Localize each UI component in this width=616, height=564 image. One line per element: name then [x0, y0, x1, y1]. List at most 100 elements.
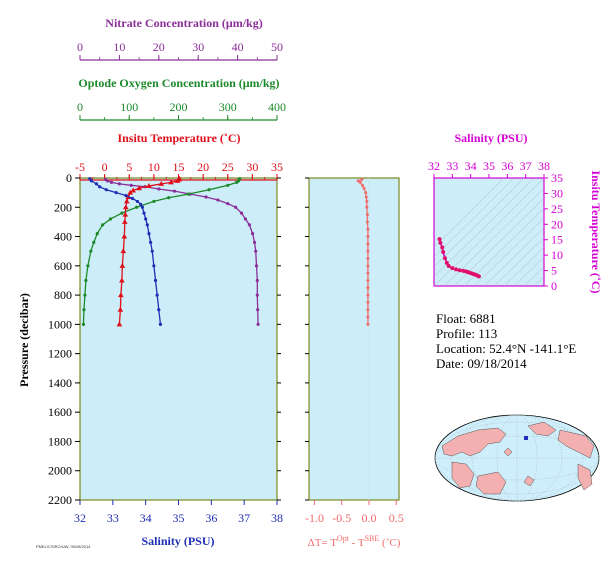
delta-t-point: [366, 249, 370, 253]
salinity-point: [145, 223, 149, 227]
salinity-point: [139, 202, 143, 206]
salinity-point: [130, 196, 135, 201]
pressure-tick-label: 0: [66, 171, 72, 185]
oxygen-point: [95, 232, 99, 236]
nitrate-tick-label: 30: [192, 40, 204, 54]
ts-temperature-tick-label: 0: [551, 279, 557, 293]
delta-t-label-main: ΔT= T: [308, 537, 338, 549]
nitrate-point: [204, 195, 208, 199]
delta-t-point: [366, 271, 370, 275]
oxygen-point: [235, 180, 239, 184]
salinity-axis-title: Salinity (PSU): [141, 534, 214, 548]
pressure-tick-label: 2200: [48, 493, 72, 507]
oxygen-tick-label: 400: [268, 100, 286, 114]
temperature-point: [174, 177, 181, 183]
ts-point: [438, 240, 443, 245]
salinity-point: [140, 205, 144, 209]
pressure-tick-label: 1000: [48, 317, 72, 331]
oxygen-point: [84, 278, 88, 283]
ts-temperature-title: Insitu Temperature (˚C): [589, 170, 603, 293]
temperature-point: [122, 218, 128, 224]
temperature-point: [168, 179, 174, 185]
delta-t-point: [366, 308, 370, 312]
temperature-axis-title: Insitu Temperature (˚C): [117, 131, 240, 145]
pressure-tick-label: 200: [54, 200, 72, 214]
delta-t-point: [358, 180, 362, 184]
ts-point: [437, 237, 442, 242]
nitrate-point: [247, 223, 252, 227]
ts-salinity-tick-label: 33: [446, 159, 458, 173]
temperature-point: [119, 277, 125, 283]
ts-point: [443, 256, 447, 261]
nitrate-point: [256, 322, 260, 326]
oxygen-point: [108, 217, 113, 221]
axes-layer: 0 10 20 30 40 500 100 200 300 400-5 0 5 10 15 20 25 30 35…: [48, 40, 563, 525]
temperature-tick-label: 10: [148, 160, 160, 174]
density-contour-line: [523, 266, 544, 286]
delta-t-point: [364, 191, 368, 195]
ts-salinity-tick-label: 38: [538, 159, 550, 173]
oxygen-point: [167, 196, 171, 200]
salinity-point: [142, 211, 146, 215]
nitrate-point: [254, 249, 258, 253]
density-contour-line: [434, 178, 525, 268]
density-contour-line: [434, 178, 515, 258]
ts-point: [476, 274, 481, 279]
oxygen-point: [82, 308, 86, 312]
nitrate-point: [239, 211, 244, 215]
globe-graticule: [434, 414, 600, 502]
nitrate-point: [256, 308, 260, 312]
delta-t-point: [365, 205, 369, 209]
salinity-point: [98, 185, 102, 189]
ts-salinity-tick-label: 36: [501, 159, 513, 173]
nitrate-point: [172, 189, 177, 193]
nitrate-point: [243, 217, 248, 221]
nitrate-point: [157, 187, 161, 191]
delta-t-label-sup1: Opt: [337, 534, 350, 543]
temperature-point: [117, 306, 124, 312]
delta-t-point: [364, 195, 368, 199]
temperature-point: [146, 183, 152, 189]
pressure-tick-label: 1800: [48, 434, 72, 448]
delta-t-plot-area: [308, 177, 400, 501]
delta-t-point: [366, 257, 370, 260]
salinity-point: [114, 191, 118, 195]
temperature-point: [123, 198, 130, 204]
float-id: Float: 6881: [436, 311, 496, 326]
ts-point: [457, 268, 462, 273]
density-contour-line: [513, 256, 544, 286]
temperature-tick-label: 30: [246, 160, 258, 174]
density-contour-line: [473, 217, 544, 286]
salinity-point: [144, 217, 148, 221]
salinity-point: [89, 179, 94, 183]
ts-temperature-tick-label: 35: [551, 171, 563, 185]
density-contour-line: [453, 197, 544, 286]
nitrate-point: [105, 179, 110, 183]
temperature-point: [116, 321, 123, 327]
float-location: Location: 52.4°N -141.1°E: [436, 341, 577, 356]
delta-t-tick-label: -0.5: [332, 511, 351, 525]
pressure-tick-label: 400: [54, 230, 72, 244]
delta-t-point: [362, 186, 366, 190]
oxygen-tick-label: 300: [219, 100, 237, 114]
oxygen-point: [92, 240, 96, 244]
delta-t-point: [365, 199, 369, 203]
production-stamp: PMEL/CSIRO/UW, 09/28/2014: [36, 544, 91, 549]
temperature-point: [136, 185, 142, 191]
oxygen-point: [89, 249, 93, 253]
marks-layer: [81, 175, 481, 327]
temperature-point: [120, 248, 127, 254]
nitrate-point: [129, 183, 133, 187]
temperature-point: [127, 189, 134, 195]
density-contour-line: [434, 178, 505, 248]
ts-temperature-tick-label: 25: [551, 202, 563, 216]
delta-t-axis-title: ΔT= TOpt - TSBE (˚C): [308, 534, 401, 549]
oxygen-point: [101, 223, 105, 227]
temperature-point: [121, 233, 128, 239]
salinity-tick-label: 33: [107, 511, 119, 525]
ts-salinity-tick-label: 32: [428, 159, 440, 173]
delta-t-tick-label: -1.0: [305, 511, 324, 525]
oxygen-point: [120, 211, 124, 215]
oxygen-point: [83, 293, 87, 297]
ts-temperature-tick-label: 30: [551, 186, 563, 200]
